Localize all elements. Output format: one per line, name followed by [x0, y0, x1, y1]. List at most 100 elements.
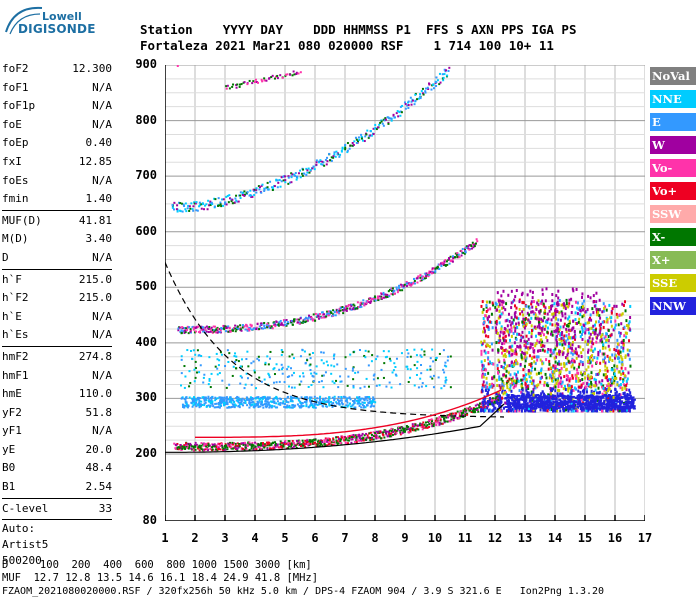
echo-point	[270, 448, 273, 451]
echo-point	[282, 443, 285, 446]
echo-point	[388, 429, 391, 432]
echo-point	[305, 404, 308, 407]
echo-point	[589, 406, 593, 409]
echo-point	[281, 76, 284, 79]
echo-point	[571, 389, 574, 393]
echo-point	[398, 284, 401, 287]
echo-point	[178, 326, 181, 329]
echo-point	[189, 442, 192, 445]
echo-point	[446, 359, 449, 362]
echo-point	[239, 365, 242, 368]
echo-point	[508, 328, 511, 332]
echo-point	[322, 161, 325, 164]
echo-point	[215, 352, 218, 355]
echo-point	[248, 79, 251, 82]
echo-point	[196, 349, 199, 352]
echo-point	[364, 396, 367, 399]
echo-point	[543, 392, 546, 396]
echo-point	[534, 409, 537, 413]
echo-point	[205, 325, 208, 328]
param-row: hmF2 274.8	[2, 348, 112, 367]
parameter-panel: foF2 12.300 foF1 N/A foF1p N/A foE N/A foEp 0.40 f…	[2, 60, 112, 569]
echo-point	[233, 326, 236, 329]
echo-point	[291, 396, 294, 399]
echo-point	[306, 319, 309, 322]
echo-point	[419, 95, 422, 98]
echo-point	[605, 388, 608, 392]
echo-point	[502, 349, 505, 353]
echo-point	[319, 159, 322, 162]
echo-point	[217, 442, 220, 445]
echo-point	[601, 346, 604, 350]
echo-point	[562, 396, 566, 399]
echo-point	[239, 401, 242, 404]
echo-point	[579, 330, 582, 334]
echo-point	[301, 439, 304, 442]
echo-point	[590, 345, 593, 349]
echo-point	[350, 405, 353, 408]
echo-point	[525, 373, 528, 377]
echo-point	[329, 159, 332, 162]
param-row: foE N/A	[2, 116, 112, 135]
echo-point	[629, 394, 632, 398]
echo-point	[335, 441, 338, 444]
echo-point	[358, 433, 361, 436]
echo-point	[541, 344, 544, 348]
echo-point	[286, 321, 289, 324]
echo-point	[297, 444, 300, 447]
echo-point	[271, 405, 274, 408]
echo-point	[262, 443, 265, 446]
echo-point	[365, 432, 368, 435]
echo-point	[506, 329, 509, 333]
echo-point	[371, 399, 374, 402]
echo-point	[275, 445, 278, 448]
echo-point	[290, 386, 293, 389]
echo-point	[434, 267, 437, 270]
echo-point	[550, 388, 553, 392]
echo-point	[626, 377, 629, 381]
echo-point	[525, 304, 528, 308]
echo-point	[192, 447, 195, 450]
echo-point	[574, 311, 577, 315]
echo-point	[339, 380, 342, 383]
echo-point	[301, 402, 304, 405]
echo-point	[601, 395, 605, 398]
echo-point	[474, 242, 477, 245]
param-value: 2.54	[85, 480, 113, 494]
echo-point	[232, 405, 235, 408]
echo-point	[221, 379, 224, 382]
echo-point	[196, 403, 199, 406]
echo-point	[557, 402, 561, 405]
echo-point	[360, 439, 363, 442]
echo-point	[585, 310, 588, 314]
echo-point	[328, 443, 331, 446]
echo-point	[556, 394, 560, 397]
echo-point	[510, 360, 513, 364]
echo-point	[570, 391, 573, 395]
echo-point	[267, 372, 270, 375]
echo-point	[527, 318, 530, 322]
echo-point	[422, 426, 425, 429]
echo-point	[495, 341, 498, 345]
echo-point	[320, 440, 323, 443]
echo-point	[205, 447, 208, 450]
echo-point	[597, 350, 600, 354]
echo-point	[197, 446, 200, 449]
echo-point	[517, 370, 520, 374]
echo-point	[399, 110, 402, 113]
echo-point	[518, 409, 521, 413]
echo-point	[399, 433, 402, 436]
param-row: D N/A	[2, 249, 112, 268]
echo-point	[218, 406, 221, 409]
echo-point	[392, 430, 395, 433]
echo-point	[194, 448, 197, 451]
echo-point	[298, 440, 301, 443]
echo-point	[433, 267, 436, 270]
echo-point	[312, 406, 315, 409]
echo-point	[228, 400, 231, 403]
echo-point	[538, 397, 542, 400]
echo-point	[238, 399, 241, 402]
echo-point	[444, 381, 447, 384]
echo-point	[550, 352, 553, 356]
echo-point	[542, 325, 545, 329]
